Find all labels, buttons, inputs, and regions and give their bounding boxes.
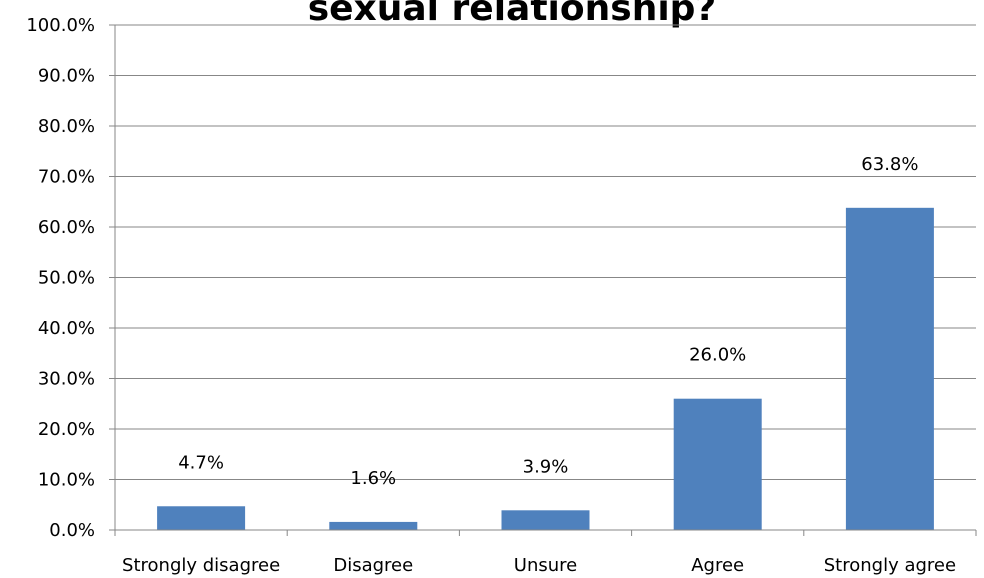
- bars: [157, 207, 934, 530]
- gridlines: [115, 24, 976, 480]
- y-tick-label: 60.0%: [38, 217, 95, 238]
- category-labels: Strongly disagree Disagree Unsure Agree Stro…: [122, 555, 956, 576]
- category-label: Agree: [691, 555, 744, 576]
- bar: [845, 207, 934, 530]
- data-labels: 4.7% 1.6% 3.9% 26.0% 63.8%: [178, 154, 918, 489]
- y-tick-label: 20.0%: [38, 419, 95, 440]
- data-label: 4.7%: [178, 452, 224, 473]
- category-label: Strongly agree: [824, 555, 956, 576]
- data-label: 1.6%: [350, 468, 396, 489]
- y-tick-label: 30.0%: [38, 369, 95, 390]
- data-label: 26.0%: [689, 345, 746, 366]
- bar: [157, 506, 246, 530]
- bar: [501, 510, 590, 530]
- y-tick-label: 80.0%: [38, 116, 95, 137]
- chart-title: sexual relationship?: [308, 0, 717, 29]
- y-tick-label: 0.0%: [49, 520, 95, 541]
- bar: [329, 521, 418, 530]
- category-label: Unsure: [514, 555, 577, 576]
- y-tick-label: 70.0%: [38, 167, 95, 188]
- category-label: Disagree: [333, 555, 413, 576]
- bar: [673, 398, 762, 530]
- y-tick-label: 90.0%: [38, 66, 95, 87]
- y-tick-label: 40.0%: [38, 318, 95, 339]
- x-axis: [114, 25, 977, 536]
- data-label: 3.9%: [523, 456, 569, 477]
- y-tick-label: 50.0%: [38, 268, 95, 289]
- category-label: Strongly disagree: [122, 555, 280, 576]
- y-tick-label: 10.0%: [38, 470, 95, 491]
- y-tick-label: 100.0%: [26, 15, 95, 36]
- y-axis-ticks: 0.0% 10.0% 20.0% 30.0% 40.0% 50.0% 60.0% 70.0% 8…: [26, 15, 115, 541]
- data-label: 63.8%: [861, 154, 918, 175]
